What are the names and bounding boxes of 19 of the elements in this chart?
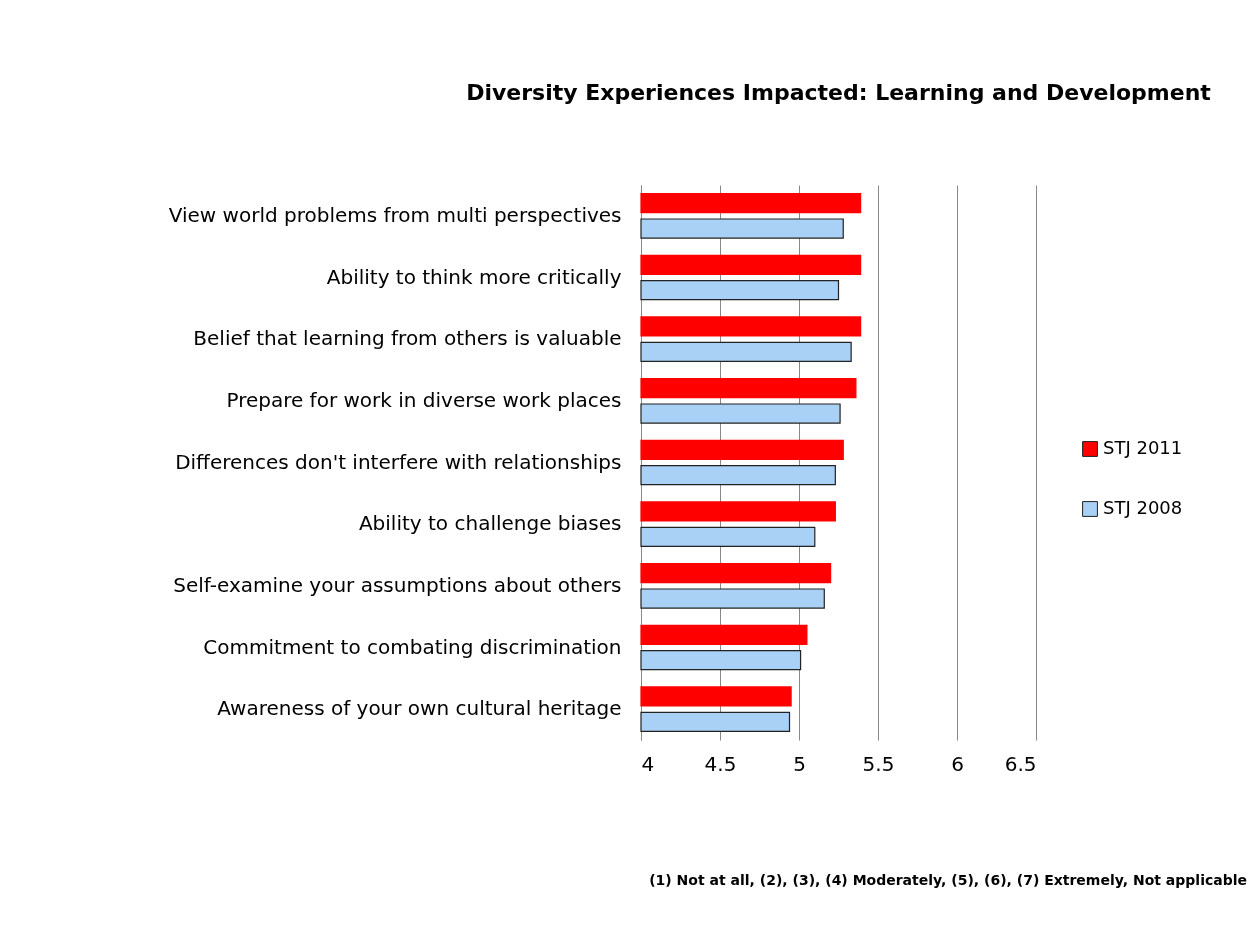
chart-title: Diversity Experiences Impacted: Learning and Development — [466, 80, 1212, 105]
legend-label: STJ 2011 — [1103, 437, 1183, 458]
x-tick-label: 4.5 — [704, 751, 737, 776]
y-tick-label: Commitment to combating discrimination — [203, 634, 622, 659]
y-tick-label: Awareness of your own cultural heritage — [217, 696, 622, 721]
legend-label: STJ 2008 — [1103, 497, 1183, 518]
x-tick-label: 4 — [641, 751, 655, 776]
x-tick-label: 5 — [793, 751, 806, 776]
y-tick-label: View world problems from multi perspectives — [168, 202, 622, 227]
x-tick-label: 6.5 — [1004, 751, 1037, 776]
y-tick-label: Belief that learning from others is valuable — [193, 326, 622, 351]
y-tick-label: Ability to challenge biases — [358, 511, 622, 536]
x-tick-label: 5.5 — [862, 751, 895, 776]
x-tick-label: 6 — [951, 751, 964, 776]
text: (1) Not at all, (2), (3), (4) Moderately, (5), (6), (7) Extremely, Not applicable — [649, 872, 1247, 888]
y-tick-label: Self-examine your assumptions about others — [173, 572, 622, 597]
y-tick-label: Differences don't interfere with relationships — [175, 449, 622, 474]
y-tick-label: Ability to think more critically — [326, 264, 622, 289]
y-tick-label: Prepare for work in diverse work places — [226, 387, 622, 412]
